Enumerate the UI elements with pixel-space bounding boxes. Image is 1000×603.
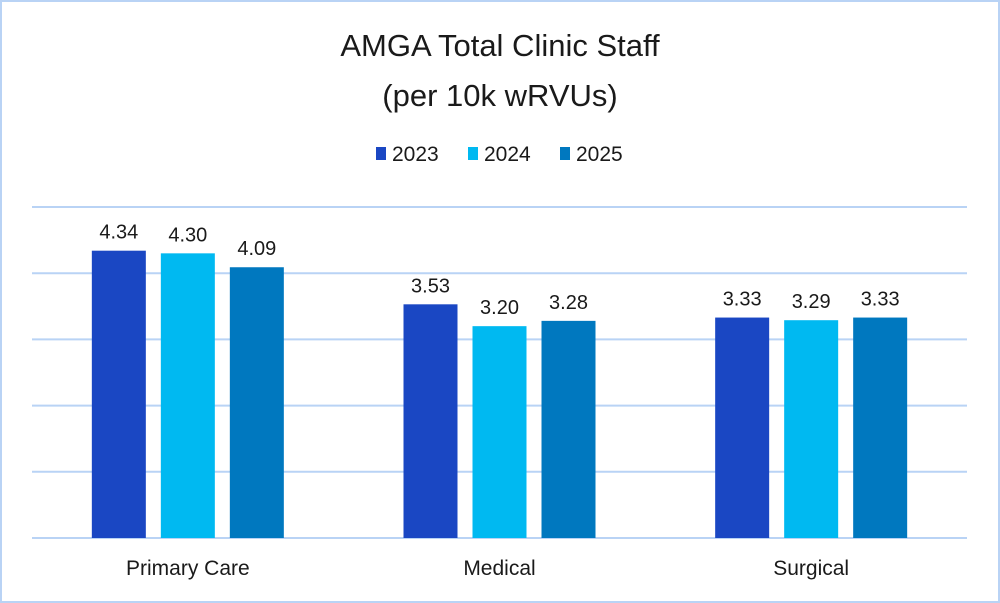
- bar-2025-medical: [541, 320, 596, 538]
- chart-title: AMGA Total Clinic Staff: [340, 28, 660, 63]
- legend: 2023 2024 2025: [376, 143, 623, 166]
- x-tick-label: Primary Care: [126, 557, 250, 580]
- bars: [91, 250, 908, 538]
- bar-2025-primary-care: [229, 267, 284, 538]
- data-label: 3.33: [861, 289, 900, 311]
- data-label: 3.20: [480, 297, 519, 319]
- data-label: 3.28: [549, 292, 588, 314]
- data-label: 4.09: [237, 238, 276, 260]
- x-tick-label: Medical: [463, 557, 535, 580]
- data-label: 4.34: [99, 222, 138, 244]
- bar-2024-surgical: [784, 320, 839, 538]
- bar-2023-primary-care: [91, 250, 146, 538]
- legend-label: 2025: [576, 143, 623, 166]
- legend-item-2025: 2025: [560, 143, 623, 166]
- chart-subtitle: (per 10k wRVUs): [382, 78, 617, 113]
- bar-2023-medical: [403, 304, 458, 538]
- bar-2023-surgical: [715, 317, 770, 538]
- x-axis-ticks: Primary Care Medical Surgical: [126, 557, 849, 580]
- bar-2025-surgical: [853, 317, 908, 538]
- data-label: 4.30: [168, 224, 207, 246]
- bar-2024-primary-care: [160, 253, 215, 538]
- data-labels: 4.34 4.30 4.09 3.53 3.20 3.28 3.33 3.29 3.33: [99, 222, 899, 319]
- data-label: 3.29: [792, 291, 831, 313]
- bar-2024-medical: [472, 326, 527, 538]
- legend-label: 2023: [392, 143, 439, 166]
- x-tick-label: Surgical: [773, 557, 849, 580]
- legend-swatch: [468, 147, 478, 160]
- legend-label: 2024: [484, 143, 531, 166]
- legend-swatch: [376, 147, 386, 160]
- data-label: 3.33: [723, 289, 762, 311]
- legend-swatch: [560, 147, 570, 160]
- legend-item-2024: 2024: [468, 143, 531, 166]
- legend-item-2023: 2023: [376, 143, 439, 166]
- data-label: 3.53: [411, 275, 450, 297]
